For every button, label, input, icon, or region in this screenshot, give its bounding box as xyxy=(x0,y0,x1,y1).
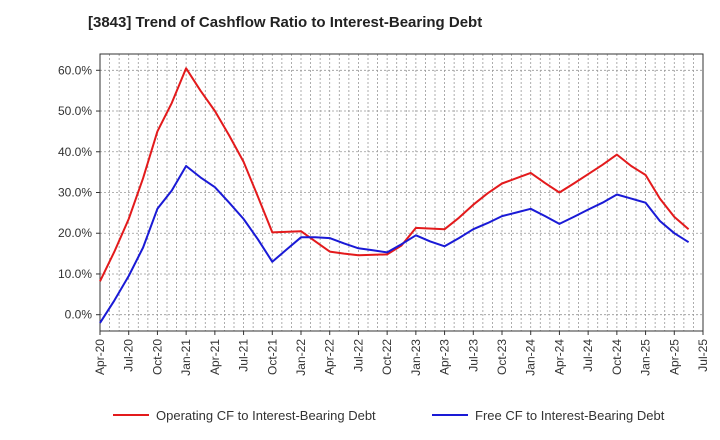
x-tick-label: Oct-20 xyxy=(150,339,164,375)
x-tick-label: Apr-24 xyxy=(552,339,566,375)
grid xyxy=(100,54,703,331)
x-tick-label: Oct-23 xyxy=(495,339,509,375)
x-tick-label: Jan-22 xyxy=(294,339,308,376)
y-tick-label: 40.0% xyxy=(58,145,92,159)
series-line-free-cf xyxy=(99,165,690,324)
legend-operating-cf-label: Operating CF to Interest-Bearing Debt xyxy=(156,408,376,423)
x-tick-label: Apr-20 xyxy=(93,339,107,375)
x-tick-label: Oct-24 xyxy=(610,339,624,375)
x-tick-label: Jul-23 xyxy=(466,339,480,372)
x-tick-label: Jul-24 xyxy=(581,339,595,372)
y-tick-label: 0.0% xyxy=(65,308,93,322)
y-tick-label: 30.0% xyxy=(58,186,92,200)
x-tick-label: Oct-21 xyxy=(265,339,279,375)
y-tick-label: 20.0% xyxy=(58,226,92,240)
y-axis-ticks: 0.0% 10.0% 20.0% 30.0% 40.0% 50.0% 60.0% xyxy=(58,63,100,322)
x-tick-label: Jan-25 xyxy=(639,339,653,376)
legend-free-cf-label: Free CF to Interest-Bearing Debt xyxy=(475,408,665,423)
legend: Operating CF to Interest-Bearing Debt Fre… xyxy=(113,408,665,423)
x-tick-label: Jul-25 xyxy=(696,339,710,372)
chart-title: [3843] Trend of Cashflow Ratio to Intere… xyxy=(88,14,483,31)
x-tick-label: Apr-22 xyxy=(323,339,337,375)
x-tick-label: Jul-22 xyxy=(351,339,365,372)
y-tick-label: 60.0% xyxy=(58,63,92,77)
x-tick-label: Jul-20 xyxy=(122,339,136,372)
x-tick-label: Jan-24 xyxy=(524,339,538,376)
x-tick-label: Jul-21 xyxy=(237,339,251,372)
x-tick-label: Jan-23 xyxy=(409,339,423,376)
series-lines xyxy=(99,67,690,324)
x-tick-label: Apr-23 xyxy=(438,339,452,375)
x-axis-ticks: Apr-20 Jul-20 Oct-20 Jan-21 Apr-21 Jul-21 Oct-… xyxy=(93,331,710,376)
y-tick-label: 10.0% xyxy=(58,267,92,281)
x-tick-label: Apr-25 xyxy=(667,339,681,375)
x-tick-label: Apr-21 xyxy=(208,339,222,375)
x-tick-label: Jan-21 xyxy=(179,339,193,376)
x-tick-label: Oct-22 xyxy=(380,339,394,375)
y-tick-label: 50.0% xyxy=(58,104,92,118)
series-line-operating-cf xyxy=(99,67,690,282)
